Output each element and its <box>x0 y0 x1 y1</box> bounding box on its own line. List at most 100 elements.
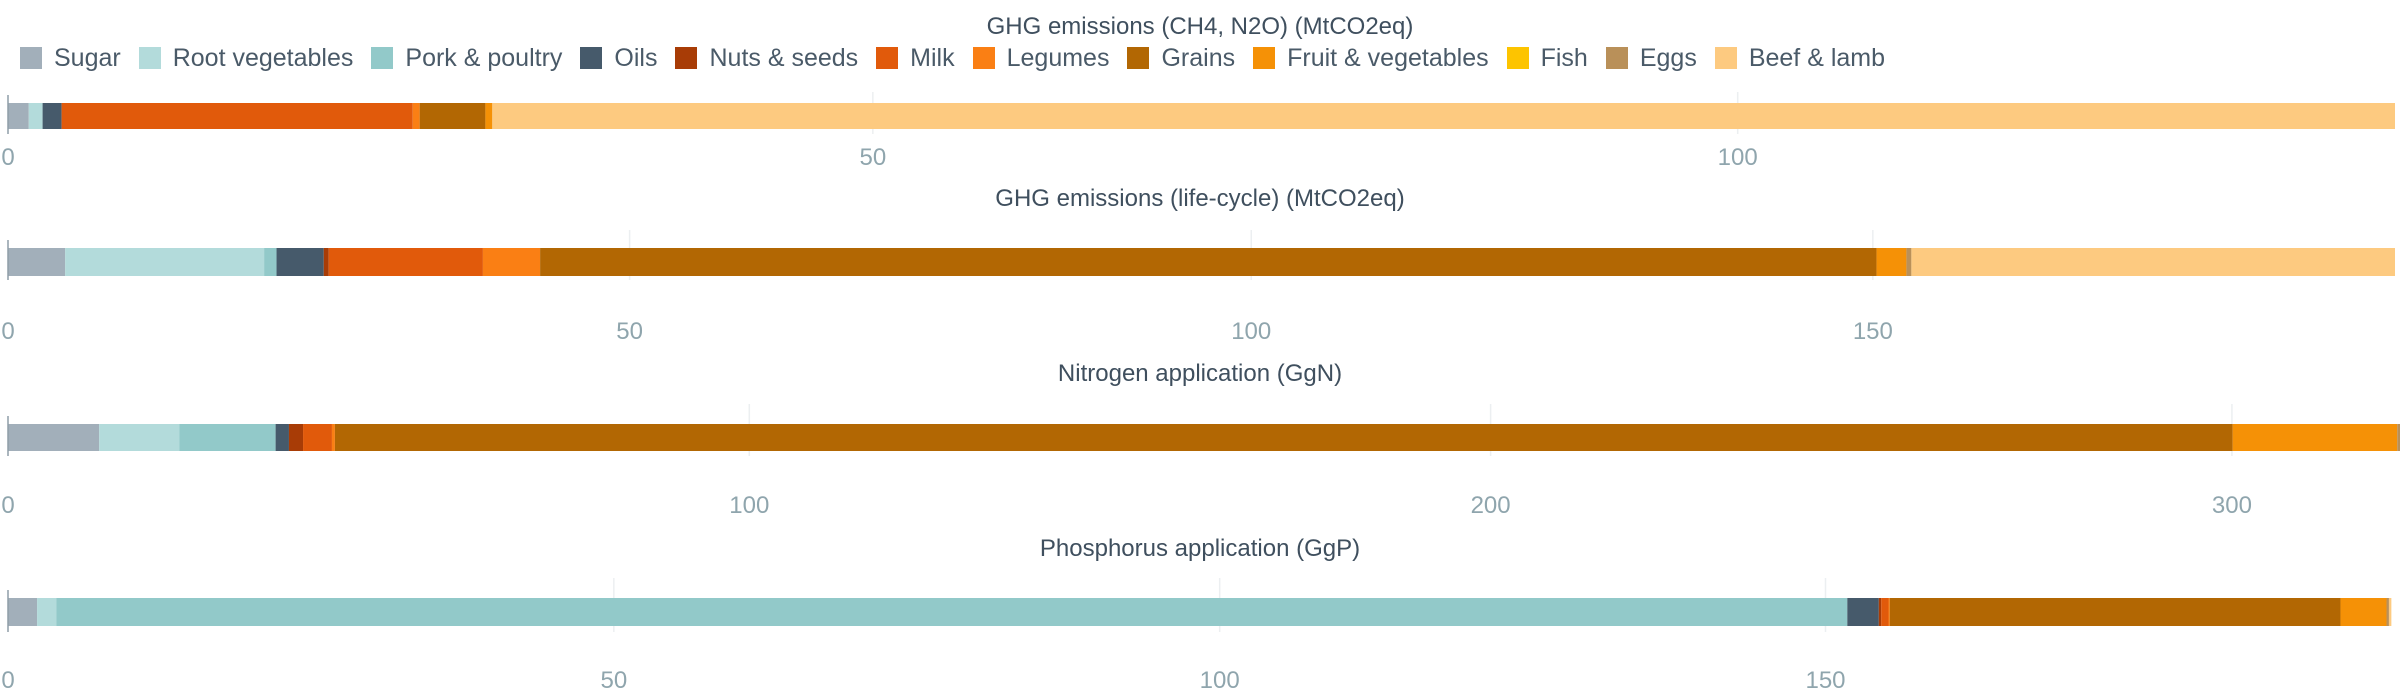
bar-segment-legumes <box>331 424 335 451</box>
tick-label: 100 <box>1231 318 1271 345</box>
bar-segment-root-vegetables <box>28 103 43 129</box>
legend-label: Fish <box>1540 43 1588 72</box>
tick-label: 0 <box>1 667 14 694</box>
chart-title: GHG emissions (life-cycle) (MtCO2eq) <box>995 185 1404 212</box>
chart-title: GHG emissions (CH4, N2O) (MtCO2eq) <box>987 13 1414 40</box>
bar-segment-fruit-vegetables <box>2232 424 2398 451</box>
bar-segment-grains <box>1889 598 2341 626</box>
chart-4: Phosphorus application (GgP) 0 50 100 150 <box>1 535 2392 694</box>
bar-segment-eggs <box>2397 424 2400 451</box>
bar-segment-milk <box>1881 598 1889 626</box>
tick-label: 0 <box>1 318 14 345</box>
legend-swatch <box>675 47 698 69</box>
bar-segment-pork-poultry <box>179 424 276 451</box>
bar-segment-pork-poultry <box>56 598 1848 626</box>
bar-segment-oils <box>1847 598 1879 626</box>
legend-swatch <box>1605 47 1628 69</box>
chart-2: GHG emissions (life-cycle) (MtCO2eq) 0 50 1… <box>1 185 2395 345</box>
legend-label: Milk <box>910 43 955 72</box>
bar-segment-eggs <box>2386 598 2389 626</box>
legend-label: Eggs <box>1639 43 1697 72</box>
legend-label: Pork & poultry <box>405 43 563 72</box>
bar-segment-sugar <box>8 103 29 129</box>
bar-segment-legumes <box>412 103 420 129</box>
tick-label: 0 <box>1 492 14 519</box>
bar-segment-grains <box>334 424 2233 451</box>
legend-swatch <box>972 47 995 69</box>
legend-item[interactable]: Fruit & vegetables <box>1253 44 1489 73</box>
legend-swatch <box>20 47 42 69</box>
legend-label: Nuts & seeds <box>709 43 859 72</box>
bar-segment-oils <box>42 103 62 129</box>
bar-segment-nuts-seeds <box>288 424 304 451</box>
legend-item[interactable]: Sugar <box>20 44 121 73</box>
legend-item[interactable]: Oils <box>580 44 657 73</box>
bar-segment-fruit-vegetables <box>2340 598 2387 626</box>
chart-title: Phosphorus application (GgP) <box>1040 535 1360 562</box>
legend-label: Sugar <box>54 43 121 72</box>
bar-segment-milk <box>328 248 483 276</box>
bar-segment-sugar <box>8 248 66 276</box>
legend-label: Legumes <box>1006 43 1110 72</box>
bar-segment-sugar <box>8 424 100 451</box>
tick-label: 50 <box>600 667 627 694</box>
legend-label: Beef & lamb <box>1748 43 1886 72</box>
legend-item[interactable]: Eggs <box>1605 43 1697 73</box>
bar-segment-sugar <box>8 598 38 626</box>
bar-segment-grains <box>540 248 1877 276</box>
bar-segment-milk <box>61 103 413 129</box>
bar-segment-fruit-vegetables <box>485 103 493 129</box>
tick-label: 100 <box>729 492 769 519</box>
legend-item[interactable]: Milk <box>876 43 955 73</box>
bar-segment-root-vegetables <box>65 248 265 276</box>
legend-swatch <box>1127 47 1150 69</box>
legend-swatch <box>138 47 161 69</box>
bar-segment-nuts-seeds <box>1878 598 1882 626</box>
legend-item[interactable]: Root vegetables <box>138 43 354 73</box>
bar-segment-oils <box>275 424 289 451</box>
legend-item[interactable]: Fish <box>1506 43 1588 73</box>
bar-segment-grains <box>419 103 486 129</box>
legend-swatch <box>1714 47 1737 69</box>
bar-segment-beef-lamb <box>2388 598 2392 626</box>
chart-1: GHG emissions (CH4, N2O) (MtCO2eq) 0 50 100 <box>1 13 2395 171</box>
legend-swatch <box>876 47 899 69</box>
bar-segment-pork-poultry <box>264 248 277 276</box>
bar-segment-fruit-vegetables <box>1876 248 1907 276</box>
bar-segment-legumes <box>1888 598 1890 626</box>
bar-segment-beef-lamb <box>1911 248 2395 276</box>
legend-swatch <box>1253 47 1276 69</box>
bar-segment-eggs <box>1906 248 1912 276</box>
tick-label: 0 <box>1 144 14 171</box>
bar-segment-milk <box>303 424 332 451</box>
chart-legend: Sugar Root vegetables Pork & poultry Oils Nu… <box>20 42 1903 74</box>
bar-segment-oils <box>276 248 324 276</box>
legend-swatch <box>371 47 394 69</box>
chart-title: Nitrogen application (GgN) <box>1058 360 1342 387</box>
legend-item[interactable]: Grains <box>1127 44 1235 73</box>
legend-item[interactable]: Nuts & seeds <box>675 44 858 73</box>
legend-swatch <box>1506 47 1529 69</box>
legend-label: Grains <box>1161 43 1236 72</box>
legend-swatch <box>580 47 603 69</box>
legend-label: Oils <box>614 43 658 72</box>
tick-label: 300 <box>2212 492 2252 519</box>
tick-label: 200 <box>1471 492 1511 519</box>
tick-label: 150 <box>1853 318 1893 345</box>
legend-item[interactable]: Legumes <box>972 43 1110 73</box>
legend-item[interactable]: Beef & lamb <box>1714 43 1886 73</box>
legend-label: Fruit & vegetables <box>1287 43 1489 72</box>
tick-label: 50 <box>860 144 887 171</box>
legend-label: Root vegetables <box>172 43 354 72</box>
bar-segment-root-vegetables <box>99 424 180 451</box>
tick-label: 150 <box>1805 667 1845 694</box>
tick-label: 50 <box>616 318 643 345</box>
tick-label: 100 <box>1718 144 1758 171</box>
bar-segment-nuts-seeds <box>323 248 329 276</box>
bar-segment-beef-lamb <box>492 103 2395 129</box>
tick-label: 100 <box>1200 667 1240 694</box>
legend-item[interactable]: Pork & poultry <box>371 44 562 73</box>
bar-segment-legumes <box>482 248 541 276</box>
chart-3: Nitrogen application (GgN) 0 100 200 300 <box>1 360 2400 519</box>
